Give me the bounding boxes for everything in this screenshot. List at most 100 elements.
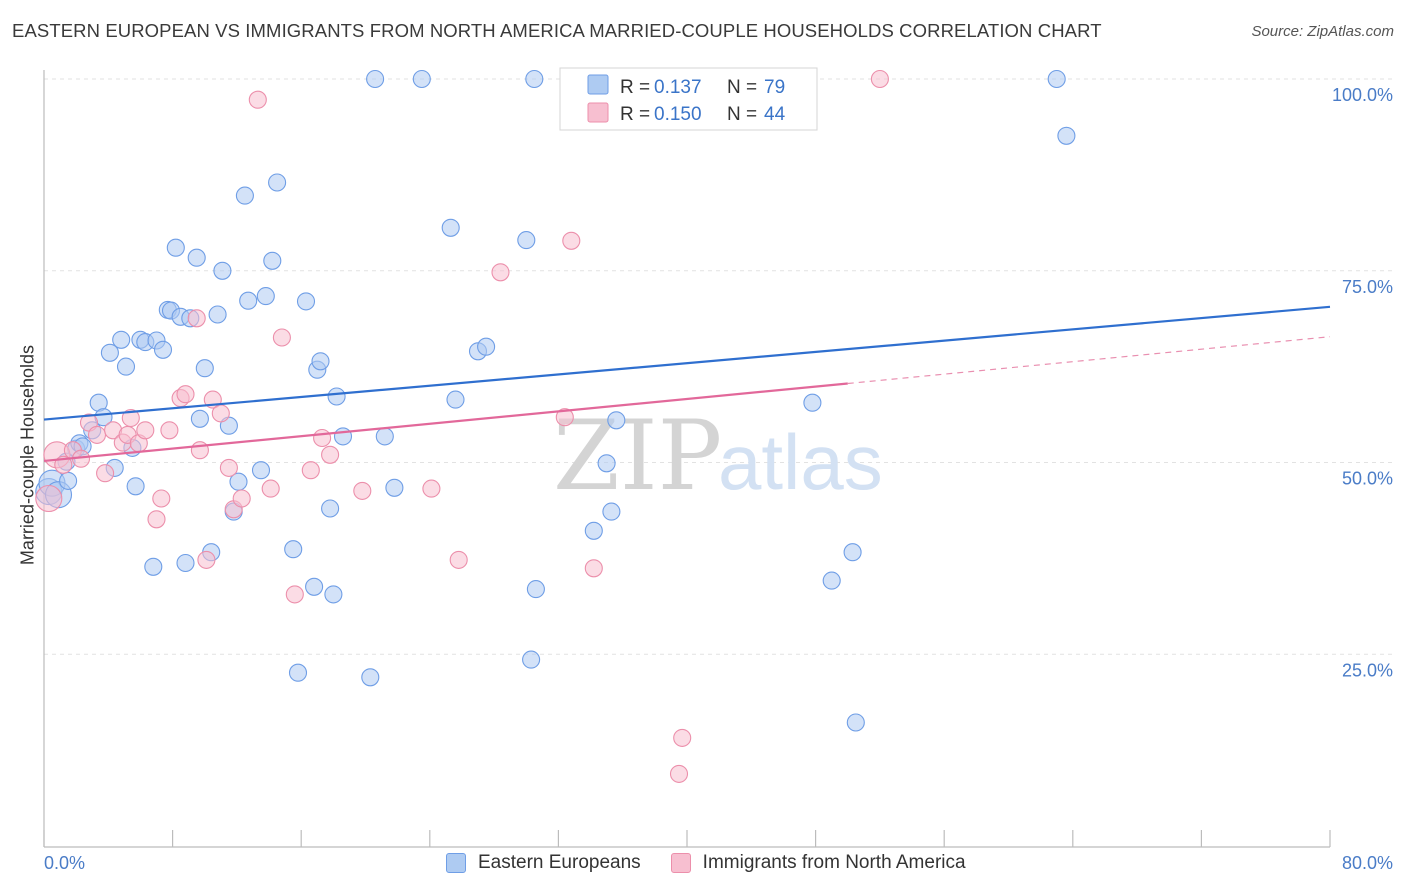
point-eastern-european [195,359,214,378]
trend-line-eastern-europeans [43,305,1331,421]
point-immigrant-north-america [152,489,171,508]
point-eastern-european [116,357,136,376]
point-immigrant-north-america [136,421,155,440]
point-eastern-european [526,580,545,599]
point-eastern-european [846,713,865,732]
point-eastern-european [144,557,163,576]
point-immigrant-north-america [555,408,574,427]
point-eastern-european [190,409,209,428]
point-immigrant-north-america [562,231,581,250]
point-eastern-european [208,305,227,324]
point-eastern-european [284,540,303,559]
point-eastern-european [602,502,621,521]
watermark: ZIP atlas [553,400,883,512]
legend-label-immigrants: Immigrants from North America [702,852,966,873]
point-immigrant-north-america [272,328,291,347]
point-eastern-european [522,650,541,669]
x-ticks [43,830,1331,847]
point-eastern-european [441,218,460,237]
legend-n-label-1: N = [727,77,757,98]
point-eastern-european [333,427,353,446]
series-legend: Eastern Europeans Immigrants from North … [446,852,996,874]
point-eastern-european [112,330,131,349]
point-eastern-european [126,477,145,496]
point-eastern-european [239,291,258,310]
point-eastern-european [311,352,330,371]
points-immigrants-north-america [35,69,889,783]
point-immigrant-north-america [190,441,209,460]
legend-swatch-immigrants [587,102,609,123]
point-eastern-european [235,186,254,205]
legend-n-value-2: 44 [764,104,786,125]
watermark-zip: ZIP [553,400,722,512]
point-eastern-european [256,287,275,306]
point-eastern-european [803,393,822,412]
point-eastern-european [375,427,394,446]
watermark-atlas: atlas [718,418,883,506]
point-immigrant-north-america [176,385,195,404]
point-immigrant-north-america [87,425,107,444]
point-eastern-european [288,663,308,682]
point-eastern-european [822,571,841,590]
legend-item-eastern-europeans: Eastern Europeans [446,852,641,874]
point-immigrant-north-america [301,461,320,480]
x-tick-label-max: 80.0% [1342,853,1393,873]
point-eastern-european [1047,69,1066,89]
point-immigrant-north-america [870,69,889,89]
point-immigrant-north-america [121,408,140,428]
point-immigrant-north-america [261,479,280,498]
point-immigrant-north-america [160,421,179,440]
legend-r-label-2: R = [620,104,650,125]
point-eastern-european [597,454,616,473]
point-immigrant-north-america [313,428,332,448]
stats-legend: R = 0.137 N = 79 R = 0.150 N = 44 [559,67,818,131]
legend-label-eastern-europeans: Eastern Europeans [478,852,641,873]
legend-n-label-2: N = [727,104,757,125]
y-tick-label: 50.0% [1342,469,1393,489]
point-immigrant-north-america [491,263,510,282]
point-eastern-european [525,69,544,89]
trend-line-immigrants-extrapolated [847,336,1331,385]
point-immigrant-north-america [187,309,206,328]
point-immigrant-north-america [669,764,689,783]
point-eastern-european [477,337,496,356]
point-eastern-european [412,69,431,89]
point-eastern-european [1057,126,1076,145]
point-eastern-european [517,231,536,250]
point-eastern-european [584,521,603,540]
point-immigrant-north-america [248,90,267,109]
point-immigrant-north-america [353,481,372,500]
point-eastern-european [843,543,862,562]
point-eastern-european [385,478,404,497]
point-immigrant-north-america [584,559,603,578]
legend-r-value-1: 0.137 [654,77,702,98]
legend-swatch-immigrants-north-america [670,853,691,873]
gridlines [44,78,1392,655]
point-eastern-european [166,238,185,257]
point-immigrant-north-america [219,458,238,477]
point-eastern-european [100,343,119,362]
point-eastern-european [607,411,626,430]
legend-swatch-eastern [587,74,609,95]
point-eastern-european [263,251,282,270]
source-label: Source: ZipAtlas.com [1251,23,1394,40]
point-eastern-european [361,668,380,687]
point-eastern-european [296,292,316,311]
point-eastern-european [366,69,385,89]
point-eastern-european [324,585,343,604]
point-eastern-european [321,499,340,518]
point-eastern-european [446,390,465,409]
x-tick-label-min: 0.0% [44,853,85,873]
point-immigrant-north-america [197,550,216,569]
y-tick-label: 25.0% [1342,660,1393,680]
point-eastern-european [305,577,324,596]
point-immigrant-north-america [232,489,251,508]
point-immigrant-north-america [35,484,63,513]
point-eastern-european [251,461,271,480]
point-immigrant-north-america [321,445,340,464]
chart-title: EASTERN EUROPEAN VS IMMIGRANTS FROM NORT… [12,20,1102,41]
point-eastern-european [176,553,195,573]
point-immigrant-north-america [96,464,115,483]
point-immigrant-north-america [211,404,230,423]
